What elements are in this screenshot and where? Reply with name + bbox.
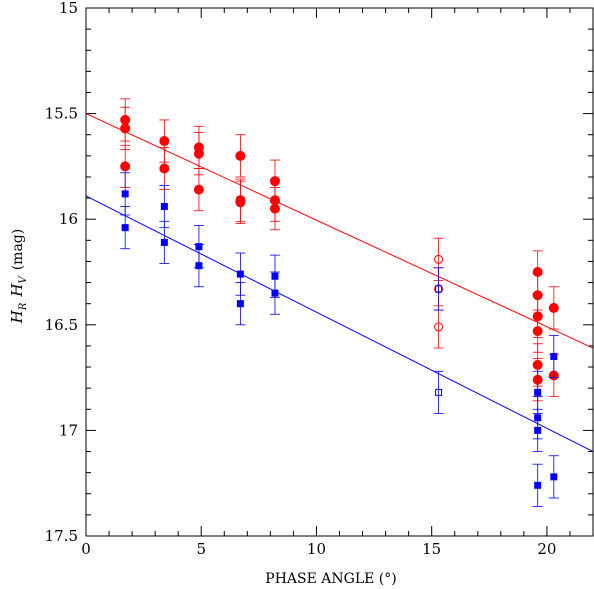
y-tick-label: 16.5 [45,316,78,334]
y-tick-label: 17.5 [45,527,78,545]
marker-square [121,224,129,232]
y-tick-label: 17 [59,421,78,439]
data-point [548,334,559,379]
y-tick-label: 16 [59,210,78,228]
data-point [433,370,444,414]
svg-text:HRHV(mag): HRHV(mag) [8,229,29,324]
data-point [548,286,559,330]
marker-circle [235,150,246,161]
marker-circle [235,197,246,208]
marker-open-square [435,388,443,396]
data-point [433,267,444,311]
data-point [269,187,280,231]
marker-square [534,388,542,396]
y-axis-title: HRHV(mag) [8,229,29,324]
fit-line-r [85,113,594,349]
marker-circle [548,302,559,313]
marker-open-square [435,285,443,293]
x-axis-title: PHASE ANGLE (°) [265,571,396,587]
data-point [235,134,246,178]
y-tick-labels: 15 15.5 16 16.5 17 17.5 [45,0,78,545]
data-point [235,282,246,326]
y-axis-sub-r: R [18,302,29,311]
marker-square [236,300,244,308]
x-tick-label: 20 [537,540,556,558]
data-point [433,305,444,349]
data-point [548,455,559,499]
marker-square [271,289,279,297]
y-tick-label: 15 [59,0,78,17]
data-point [159,220,170,264]
marker-square [160,238,168,246]
marker-square [121,190,129,198]
marker-square [534,481,542,489]
y-axis-h-v: H [8,283,26,298]
data-point [120,206,131,250]
x-tick-label: 0 [81,540,91,558]
data-point [159,146,170,191]
y-axis-unit: (mag) [10,229,26,271]
marker-circle [193,148,204,159]
data-point [193,244,204,288]
marker-circle [269,203,280,214]
marker-square [236,270,244,278]
axis-ticks [85,7,594,537]
data-point [532,463,543,507]
marker-circle [120,161,131,172]
data-points [120,98,559,507]
marker-square [160,203,168,211]
data-point [235,180,246,224]
data-point [193,168,204,212]
y-axis-sub-v: V [18,275,29,284]
marker-circle [120,123,131,134]
y-axis-h-r: H [8,309,26,324]
data-point [269,271,280,315]
marker-open-circle [434,322,444,332]
marker-circle [532,326,543,337]
x-tick-labels: 0 5 10 15 20 [81,540,556,558]
plot-frame [85,7,594,537]
marker-square [550,473,558,481]
marker-open-circle [434,254,444,264]
marker-square [550,352,558,360]
x-tick-label: 15 [422,540,441,558]
data-point [120,106,131,150]
fit-line-v [85,195,594,452]
marker-square [534,426,542,434]
x-tick-label: 10 [307,540,326,558]
marker-square [195,262,203,270]
y-tick-label: 15.5 [45,105,78,123]
marker-circle [159,136,170,147]
fit-lines [85,113,594,452]
data-point [532,408,543,452]
marker-circle [193,184,204,195]
marker-circle [159,163,170,174]
x-tick-label: 5 [196,540,206,558]
